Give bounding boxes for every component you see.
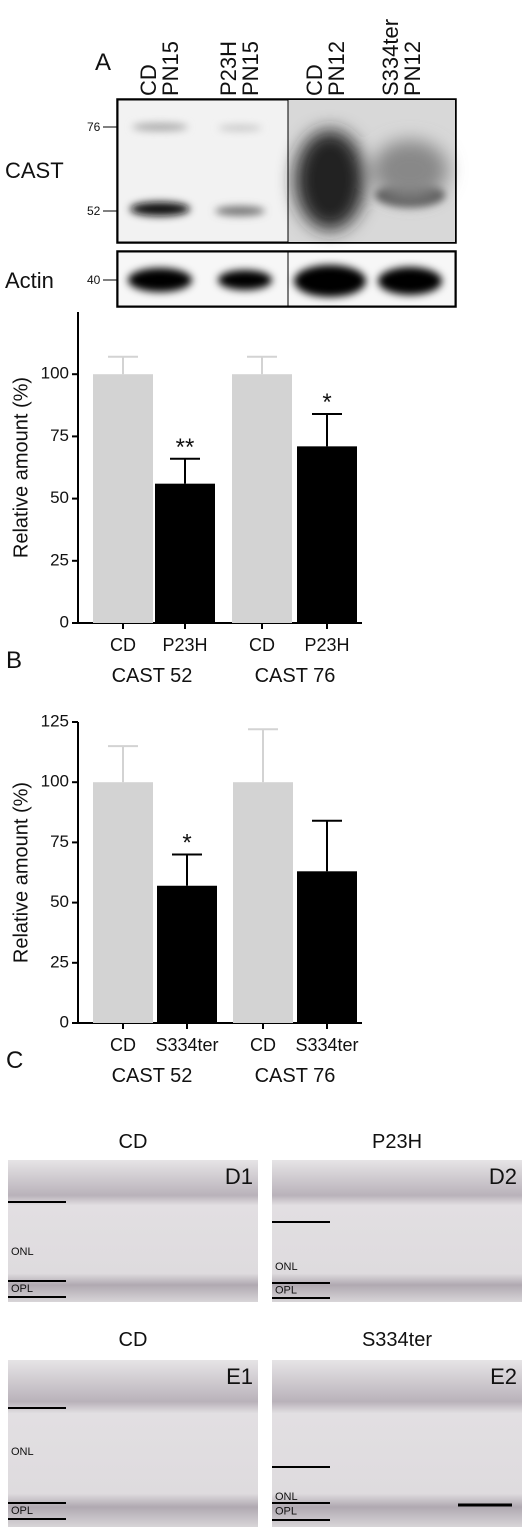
smear [295, 130, 448, 230]
layer-label: ONL [11, 1246, 34, 1258]
panel-letter: A [95, 49, 111, 76]
micrograph-title: CD [119, 1329, 148, 1351]
x-tick-label: CD [249, 635, 275, 655]
bar [232, 374, 292, 623]
lane-label: P23H [216, 41, 241, 96]
significance: * [322, 389, 331, 416]
marker: 52 [87, 204, 101, 218]
lane-label: S334ter [378, 19, 403, 96]
blot-label: CAST [5, 158, 64, 183]
significance: ** [176, 434, 195, 461]
group-label: CAST 52 [112, 665, 193, 687]
lane-label: PN12 [324, 41, 349, 96]
micrograph-label: E1 [226, 1364, 253, 1389]
x-tick-label: P23H [162, 635, 207, 655]
y-tick-label: 125 [41, 711, 69, 730]
y-axis-label: Relative amount (%) [10, 782, 32, 963]
lane-label: CD [136, 64, 161, 96]
x-tick-label: S334ter [155, 1035, 218, 1055]
layer-label: OPL [11, 1505, 33, 1517]
micrograph [272, 1360, 522, 1527]
bar [93, 782, 153, 1023]
layer-label: OPL [11, 1283, 33, 1295]
y-tick-label: 0 [60, 612, 69, 631]
y-tick-label: 50 [50, 488, 69, 507]
blot-label: Actin [5, 268, 54, 293]
y-tick-label: 100 [41, 364, 69, 383]
micrograph-label: D2 [489, 1164, 517, 1189]
panel-letter: B [6, 647, 22, 674]
marker: 40 [87, 273, 101, 287]
x-tick-label: CD [110, 1035, 136, 1055]
panel-letter: C [6, 1047, 23, 1074]
micrograph-title: P23H [372, 1131, 422, 1153]
bar [157, 885, 217, 1023]
bar [297, 446, 357, 623]
significance: * [182, 829, 191, 856]
y-tick-label: 100 [41, 772, 69, 791]
micrograph-title: S334ter [362, 1329, 432, 1351]
y-tick-label: 0 [60, 1012, 69, 1031]
bar [297, 871, 357, 1023]
layer-label: OPL [275, 1505, 297, 1517]
micrograph [8, 1160, 258, 1302]
layer-label: ONL [275, 1491, 298, 1503]
marker: 76 [87, 120, 101, 134]
x-tick-label: S334ter [295, 1035, 358, 1055]
layer-label: ONL [11, 1446, 34, 1458]
lane-label: PN15 [158, 41, 183, 96]
y-tick-label: 50 [50, 892, 69, 911]
lane-label: PN12 [400, 41, 425, 96]
bar [93, 374, 153, 623]
layer-label: OPL [275, 1284, 297, 1296]
x-tick-label: P23H [304, 635, 349, 655]
y-axis-label: Relative amount (%) [10, 377, 32, 558]
micrograph-title: CD [119, 1131, 148, 1153]
group-label: CAST 76 [255, 1065, 336, 1087]
micrograph [272, 1160, 522, 1302]
bar [155, 483, 215, 623]
lane-label: CD [302, 64, 327, 96]
lane-label: PN15 [238, 41, 263, 96]
y-tick-label: 25 [50, 952, 69, 971]
bar [233, 782, 293, 1023]
bands [128, 123, 445, 297]
y-tick-label: 75 [50, 832, 69, 851]
y-tick-label: 75 [50, 426, 69, 445]
x-tick-label: CD [250, 1035, 276, 1055]
micrograph-label: D1 [225, 1164, 253, 1189]
y-tick-label: 25 [50, 550, 69, 569]
micrograph [8, 1360, 258, 1527]
layer-label: ONL [275, 1261, 298, 1273]
group-label: CAST 76 [255, 665, 336, 687]
micrograph-label: E2 [490, 1364, 517, 1389]
x-tick-label: CD [110, 635, 136, 655]
group-label: CAST 52 [112, 1065, 193, 1087]
